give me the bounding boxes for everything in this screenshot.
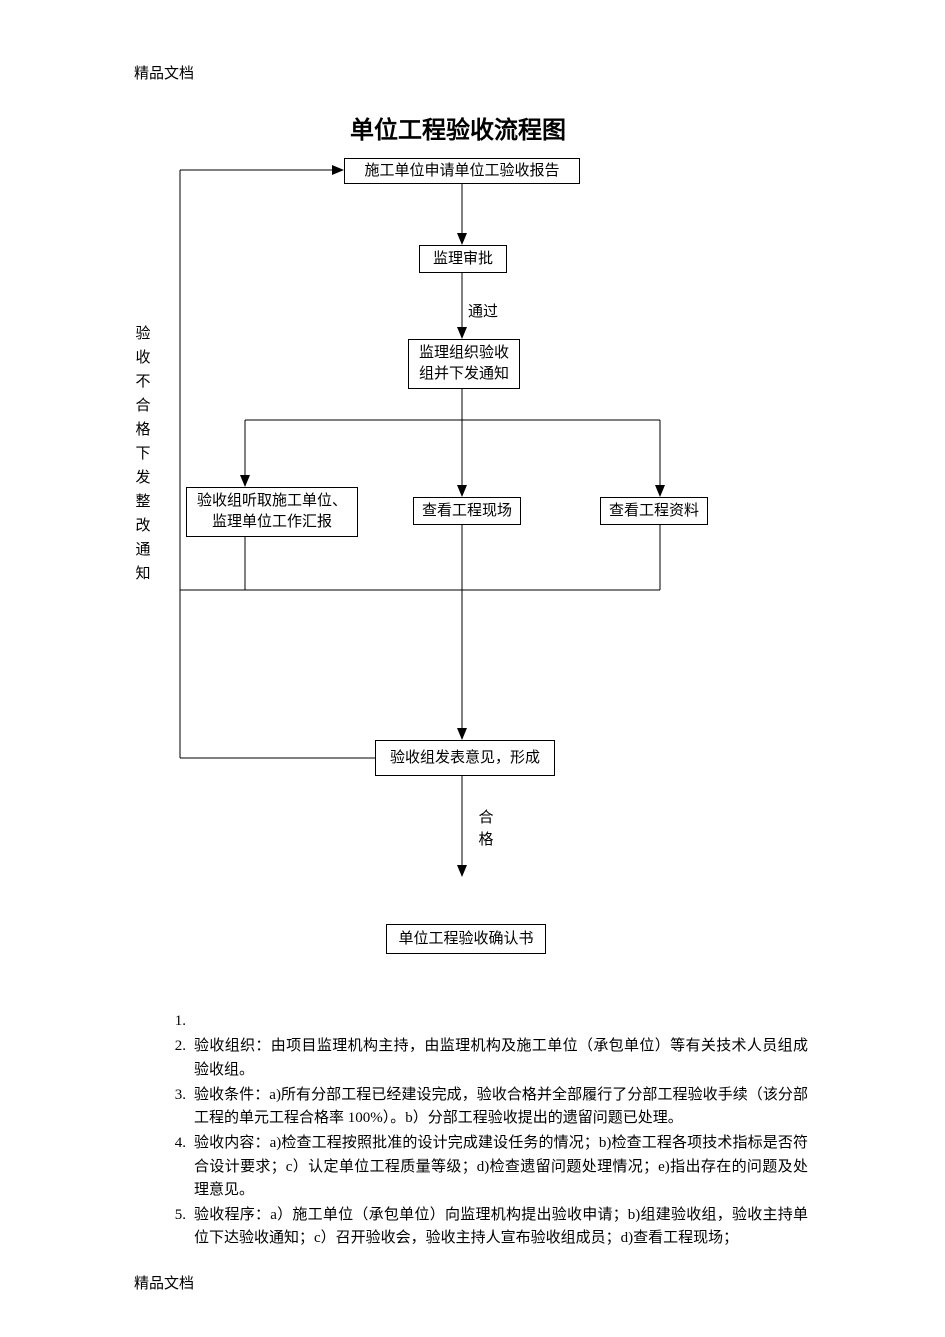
node-inspect-docs: 查看工程资料 <box>600 497 708 525</box>
node-organize-team: 监理组织验收组并下发通知 <box>408 339 520 389</box>
list-item-num: 5. <box>158 1204 194 1251</box>
edge-label-reject: 验收不合格下发整改通知 <box>135 322 151 586</box>
list-item: 4. 验收内容：a)检查工程按照批准的设计完成建设任务的情况；b)检查工程各项技… <box>158 1132 808 1202</box>
list-item-num: 4. <box>158 1132 194 1202</box>
list-item-text: 验收条件：a)所有分部工程已经建设完成，验收合格并全部履行了分部工程验收手续（该… <box>194 1084 808 1131</box>
list-item-text: 验收程序：a）施工单位（承包单位）向监理机构提出验收申请；b)组建验收组，验收主… <box>194 1204 808 1251</box>
footer-note: 精品文档 <box>134 1272 194 1293</box>
node-apply-report: 施工单位申请单位工验收报告 <box>344 158 580 184</box>
list-item-text: 验收内容：a)检查工程按照批准的设计完成建设任务的情况；b)检查工程各项技术指标… <box>194 1132 808 1202</box>
list-item-text <box>194 1010 808 1033</box>
edge-label-pass: 通过 <box>468 300 498 321</box>
edge-label-qualified-text: 合格 <box>478 810 493 848</box>
list-item: 2. 验收组织：由项目监理机构主持，由监理机构及施工单位（承包单位）等有关技术人… <box>158 1035 808 1082</box>
list-item: 5. 验收程序：a）施工单位（承包单位）向监理机构提出验收申请；b)组建验收组，… <box>158 1204 808 1251</box>
node-inspect-site: 查看工程现场 <box>413 497 521 525</box>
node-supervisor-approve: 监理审批 <box>419 245 507 273</box>
node-listen-report: 验收组听取施工单位、监理单位工作汇报 <box>186 487 358 537</box>
node-confirmation: 单位工程验收确认书 <box>386 924 546 954</box>
edge-label-reject-text: 验收不合格下发整改通知 <box>135 326 150 582</box>
page-root: 精品文档 精品文档 单位工程验收流程图 施工单位申请单位工验收报告 监理审批 监… <box>0 0 945 1337</box>
edge-label-qualified: 合格 <box>478 808 494 852</box>
list-item: 1. <box>158 1010 808 1033</box>
header-note: 精品文档 <box>134 62 194 83</box>
diagram-title: 单位工程验收流程图 <box>350 110 566 145</box>
numbered-list: 1. 2. 验收组织：由项目监理机构主持，由监理机构及施工单位（承包单位）等有关… <box>158 1010 808 1253</box>
node-opinion: 验收组发表意见，形成 <box>375 740 555 776</box>
list-item-num: 2. <box>158 1035 194 1082</box>
list-item-text: 验收组织：由项目监理机构主持，由监理机构及施工单位（承包单位）等有关技术人员组成… <box>194 1035 808 1082</box>
list-item: 3. 验收条件：a)所有分部工程已经建设完成，验收合格并全部履行了分部工程验收手… <box>158 1084 808 1131</box>
list-item-num: 1. <box>158 1010 194 1033</box>
list-item-num: 3. <box>158 1084 194 1131</box>
